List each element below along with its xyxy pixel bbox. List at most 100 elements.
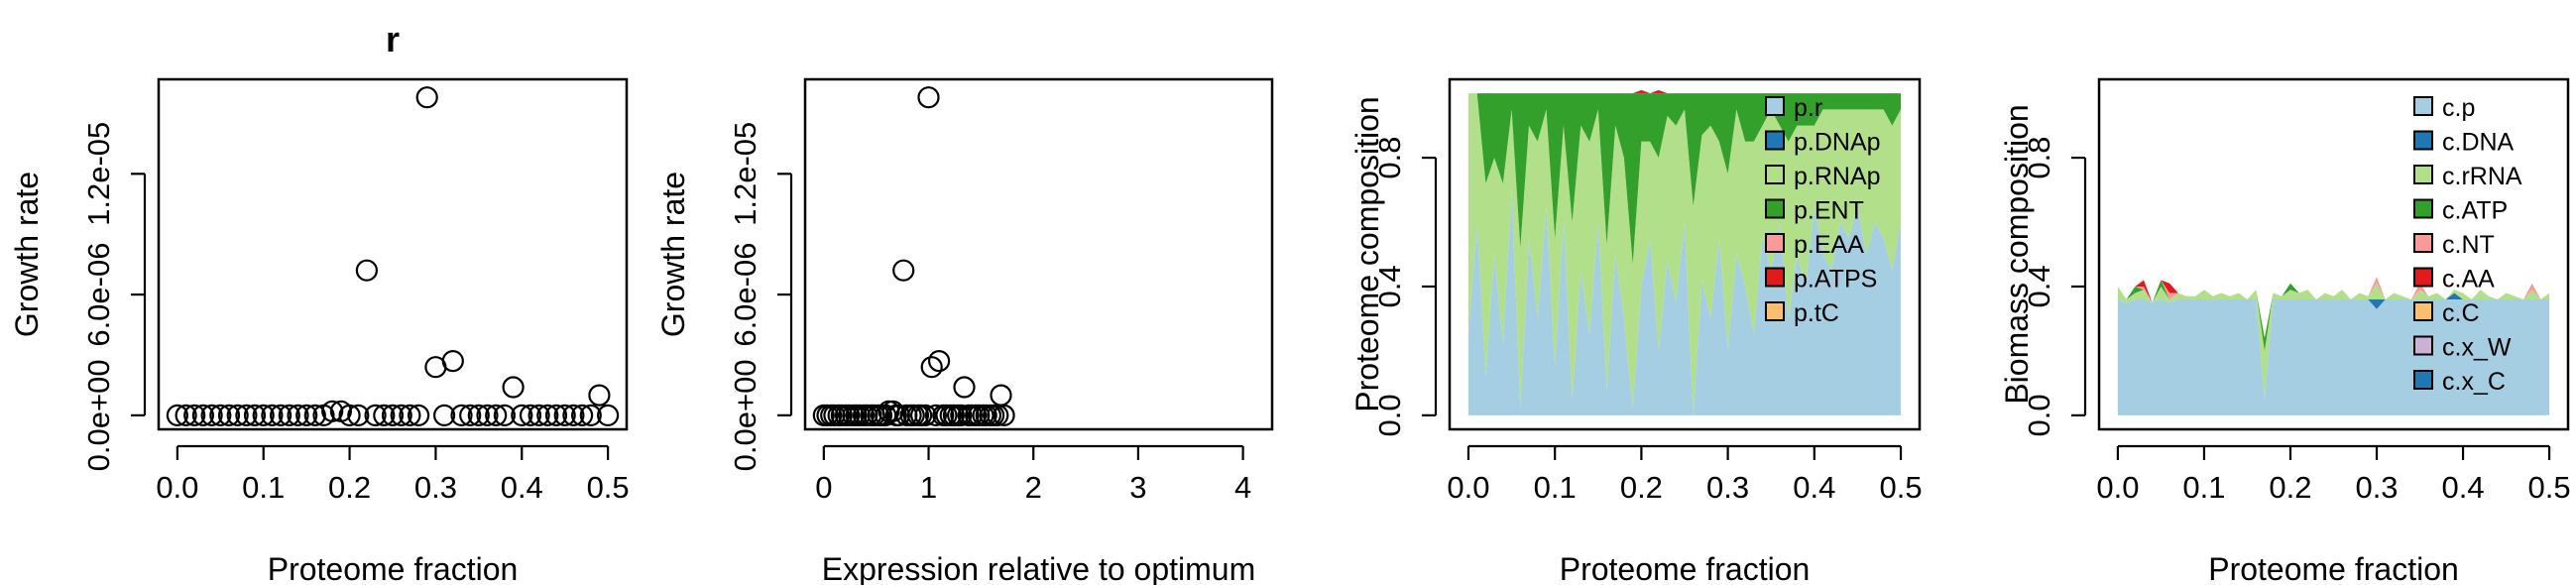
data-point [544, 404, 568, 426]
data-point [570, 404, 594, 426]
plot-frame [1448, 77, 1922, 431]
legend-label: p.ENT [1794, 197, 1864, 225]
y-axis-title: Biomass composition [1999, 104, 2035, 404]
legend-swatch [1765, 267, 1785, 288]
data-point [476, 404, 499, 426]
legend: c.p c.DNA c.rRNA c.ATP c.NT c.AA c.C c.x_W c.x_C [2413, 94, 2522, 396]
y-tick-label: 0.0 [1372, 394, 1407, 436]
x-tick-label: 0.4 [2441, 470, 2484, 505]
data-point [917, 86, 940, 109]
x-tick-label: 0.2 [2269, 470, 2311, 505]
legend-label: c.NT [2442, 231, 2495, 259]
data-point [953, 376, 976, 399]
plot-frame [803, 77, 1274, 431]
data-point [252, 404, 275, 426]
x-tick-label: 4 [1234, 470, 1251, 505]
data-point [209, 404, 232, 426]
x-axis: 0.0 0.1 0.2 0.3 0.4 0.5 Proteome fraction [1447, 444, 1923, 585]
data-point [579, 404, 602, 426]
legend-swatch [2413, 96, 2433, 116]
legend-swatch [2413, 335, 2433, 356]
data-point [415, 86, 438, 109]
legend-label: p.RNAp [1794, 163, 1881, 190]
data-point [295, 404, 318, 426]
data-point [373, 404, 396, 426]
data-point [596, 404, 620, 426]
data-point [226, 404, 249, 426]
data-point [493, 404, 516, 426]
legend-swatch [2413, 370, 2433, 390]
y-tick-label: 1.2e-05 [728, 122, 762, 226]
x-tick-label: 3 [1129, 470, 1146, 505]
data-point [347, 404, 370, 426]
data-point [892, 259, 915, 282]
x-tick-label: 0.4 [501, 470, 543, 505]
data-point [166, 404, 188, 426]
data-point [287, 404, 309, 426]
chart-panel-1: 0.0 0.1 0.2 0.3 0.4 0.5 Proteome fraction 0.0e+… [9, 19, 630, 585]
data-point [553, 404, 576, 426]
legend: p.r p.DNAp p.RNAp p.ENT p.EAA p.ATPS p.tC [1765, 94, 1881, 327]
x-tick-label: 0.1 [1534, 470, 1577, 505]
data-point [467, 404, 490, 426]
legend-swatch [1765, 130, 1785, 151]
y-axis: 0.0e+00 6.0e-06 1.2e-05 Growth rate [9, 122, 147, 471]
data-point [527, 404, 550, 426]
data-point [381, 404, 405, 426]
x-tick-label: 0.2 [328, 470, 371, 505]
x-axis: 0 1 2 3 4 Expression relative to optimum [815, 444, 1256, 585]
chart-panel-2: 0 1 2 3 4 Expression relative to optimum 0.0e+… [655, 77, 1274, 585]
y-tick-label: 6.0e-06 [728, 243, 762, 347]
data-point [927, 350, 951, 373]
data-point [364, 404, 387, 426]
legend-swatch [1765, 301, 1785, 321]
chart-panel-4: c.p c.DNA c.rRNA c.ATP c.NT c.AA c.C c.x_W c.x_C… [1999, 77, 2571, 585]
x-axis: 0.0 0.1 0.2 0.3 0.4 0.5 Proteome fraction [156, 444, 630, 585]
legend-swatch [1765, 165, 1785, 184]
y-tick-label: 0.4 [1372, 265, 1407, 307]
legend-swatch [2413, 301, 2433, 321]
data-point [235, 404, 258, 426]
plot-frame [2097, 77, 2570, 431]
legend-swatch [1765, 198, 1785, 219]
y-axis-title: Proteome composition [1349, 96, 1385, 411]
data-point [200, 404, 223, 426]
legend-swatch [2413, 233, 2433, 253]
y-tick-label: 0.0e+00 [728, 359, 762, 471]
legend-label: c.DNA [2442, 129, 2515, 157]
x-tick-label: 0.3 [414, 470, 457, 505]
data-point [924, 404, 948, 426]
x-axis-title: Expression relative to optimum [822, 551, 1256, 585]
area-series-p-ATPS [1468, 89, 1901, 94]
y-axis: 0.0e+00 6.0e-06 1.2e-05 Growth rate [655, 122, 793, 471]
y-tick-label: 0.0e+00 [81, 359, 116, 471]
legend-swatch [2413, 130, 2433, 151]
area-series-p-RNAp [1468, 93, 1901, 415]
data-point [217, 404, 241, 426]
data-point [433, 404, 456, 426]
legend-swatch [2413, 165, 2433, 184]
data-point [175, 404, 197, 426]
data-point [355, 259, 378, 282]
legend-swatch [2413, 267, 2433, 288]
area-series-p-ENT [1468, 93, 1901, 265]
x-tick-label: 0 [815, 470, 832, 505]
data-point [562, 404, 585, 426]
area-series-p-r [1468, 189, 1901, 415]
data-point [519, 404, 542, 426]
x-tick-label: 0.1 [2182, 470, 2225, 505]
data-point [990, 384, 1012, 407]
x-axis-title: Proteome fraction [1560, 551, 1811, 585]
legend-label: c.x_W [2442, 334, 2512, 362]
legend-label: c.ATP [2442, 197, 2508, 225]
data-point [183, 404, 206, 426]
x-axis-title: Proteome fraction [268, 551, 519, 585]
data-point [303, 404, 326, 426]
x-tick-label: 0.1 [242, 470, 285, 505]
x-tick-label: 1 [920, 470, 937, 505]
area-series-c-rRNA [2117, 283, 2550, 400]
x-tick-label: 0.5 [587, 470, 630, 505]
